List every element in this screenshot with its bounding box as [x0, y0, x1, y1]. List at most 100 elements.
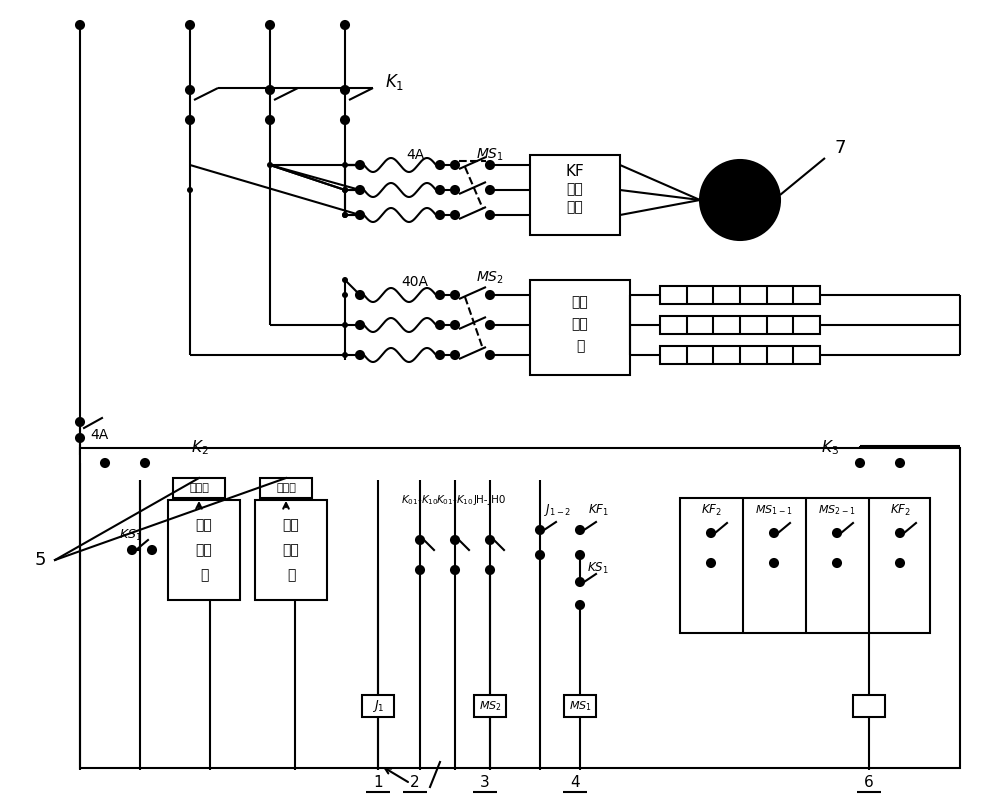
Circle shape: [436, 161, 444, 169]
Circle shape: [356, 161, 364, 169]
Circle shape: [341, 116, 349, 124]
Circle shape: [896, 559, 904, 567]
Bar: [530, 155, 620, 235]
Bar: [260, 478, 312, 498]
Text: 无纸: 无纸: [283, 518, 299, 532]
Circle shape: [416, 536, 424, 544]
Circle shape: [76, 434, 84, 442]
Circle shape: [342, 352, 348, 358]
Text: $K_3$: $K_3$: [821, 439, 839, 457]
Text: 固态: 固态: [572, 295, 588, 309]
Circle shape: [486, 351, 494, 359]
Text: 4A: 4A: [90, 428, 108, 442]
Circle shape: [186, 21, 194, 29]
Circle shape: [896, 459, 904, 467]
Circle shape: [341, 21, 349, 29]
Circle shape: [416, 566, 424, 574]
Text: $J_{1-2}$: $J_{1-2}$: [544, 502, 572, 518]
Text: $MS_2$: $MS_2$: [479, 699, 501, 713]
Circle shape: [267, 162, 273, 168]
Circle shape: [436, 291, 444, 299]
Circle shape: [576, 551, 584, 559]
Circle shape: [341, 86, 349, 94]
Circle shape: [148, 546, 156, 554]
Circle shape: [436, 186, 444, 194]
Text: 3: 3: [480, 774, 490, 790]
Text: 4: 4: [570, 774, 580, 790]
Circle shape: [128, 546, 136, 554]
Circle shape: [700, 160, 780, 240]
Bar: [362, 695, 394, 717]
Circle shape: [707, 559, 715, 567]
Bar: [564, 695, 596, 717]
Circle shape: [186, 86, 194, 94]
Text: 5: 5: [34, 551, 46, 569]
Circle shape: [266, 21, 274, 29]
Circle shape: [356, 321, 364, 329]
Circle shape: [536, 551, 544, 559]
Circle shape: [187, 187, 193, 193]
Circle shape: [576, 578, 584, 586]
Circle shape: [451, 536, 459, 544]
Bar: [530, 280, 630, 375]
Text: M: M: [730, 190, 750, 210]
Circle shape: [856, 459, 864, 467]
Circle shape: [486, 566, 494, 574]
Bar: [853, 695, 885, 717]
Text: $KS_1$: $KS_1$: [119, 527, 141, 543]
Text: 记录: 记录: [283, 543, 299, 557]
Circle shape: [451, 211, 459, 219]
Bar: [660, 286, 820, 304]
Text: 器: 器: [576, 339, 584, 353]
Circle shape: [266, 116, 274, 124]
Circle shape: [486, 186, 494, 194]
Circle shape: [451, 186, 459, 194]
Circle shape: [486, 291, 494, 299]
Circle shape: [356, 186, 364, 194]
Text: $K_{01}$-$K_{10}$: $K_{01}$-$K_{10}$: [401, 493, 439, 507]
Circle shape: [451, 321, 459, 329]
Bar: [255, 500, 327, 600]
Circle shape: [76, 418, 84, 426]
Circle shape: [833, 529, 841, 537]
Bar: [660, 346, 820, 364]
Circle shape: [576, 601, 584, 609]
Text: 1: 1: [373, 774, 383, 790]
Circle shape: [342, 187, 348, 193]
Text: 6: 6: [864, 774, 874, 790]
Circle shape: [436, 321, 444, 329]
Circle shape: [486, 211, 494, 219]
Bar: [80, 448, 960, 768]
Text: 仪: 仪: [200, 568, 208, 582]
Circle shape: [342, 212, 348, 218]
Text: 热继: 热继: [567, 182, 583, 196]
Circle shape: [451, 351, 459, 359]
Circle shape: [141, 459, 149, 467]
Text: $MS_2$: $MS_2$: [476, 270, 504, 287]
Text: $K_{01}$-$K_{10}$: $K_{01}$-$K_{10}$: [436, 493, 474, 507]
Circle shape: [356, 291, 364, 299]
Text: JH-JH0: JH-JH0: [474, 495, 506, 505]
Text: 2: 2: [410, 774, 420, 790]
Text: 传感器: 传感器: [189, 483, 209, 493]
Text: $KF_1$: $KF_1$: [588, 502, 608, 518]
Circle shape: [342, 162, 348, 168]
Circle shape: [451, 291, 459, 299]
Circle shape: [451, 161, 459, 169]
Circle shape: [436, 351, 444, 359]
Text: $J_1$: $J_1$: [372, 698, 384, 714]
Text: 智能: 智能: [196, 518, 212, 532]
Text: $MS_1$: $MS_1$: [476, 147, 504, 163]
Text: KF: KF: [566, 163, 584, 179]
Circle shape: [186, 116, 194, 124]
Text: 电器: 电器: [567, 200, 583, 214]
Bar: [474, 695, 506, 717]
Circle shape: [356, 351, 364, 359]
Bar: [660, 316, 820, 334]
Circle shape: [486, 536, 494, 544]
Text: $K_2$: $K_2$: [191, 439, 209, 457]
Circle shape: [486, 161, 494, 169]
Circle shape: [76, 21, 84, 29]
Circle shape: [356, 211, 364, 219]
Text: 7: 7: [834, 139, 846, 157]
